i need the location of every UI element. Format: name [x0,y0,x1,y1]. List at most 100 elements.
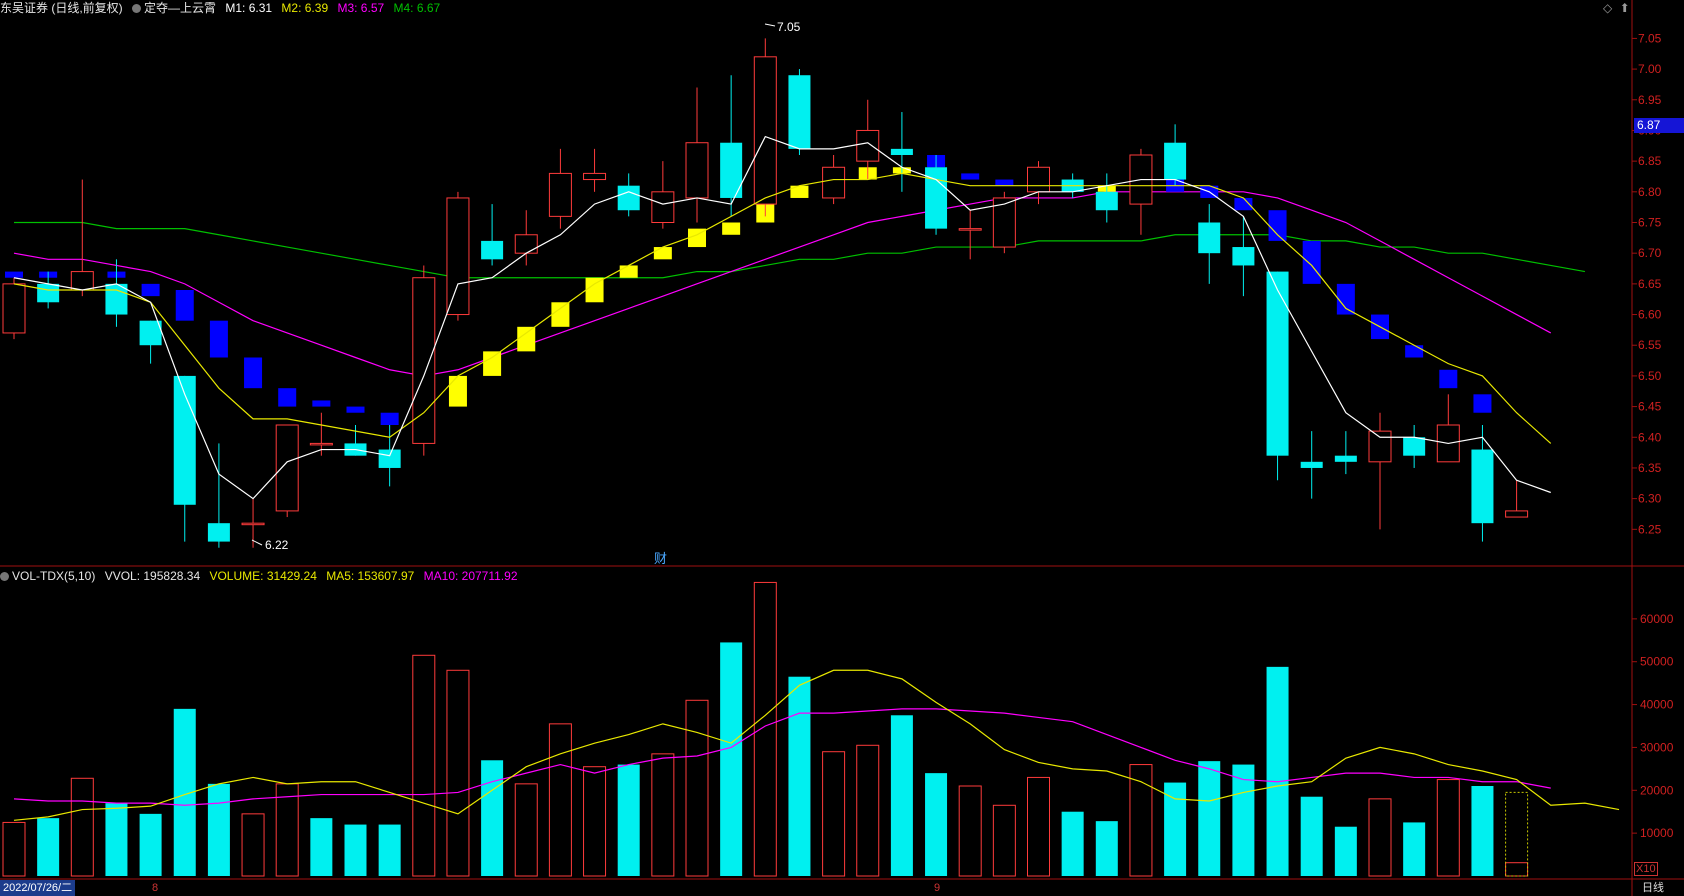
candle-body-down [1266,271,1289,456]
volume-tick-label: 50000 [1640,655,1674,669]
trend-flag [619,265,638,278]
volume-bar-down [481,760,504,876]
candle-body-up [70,271,94,291]
volume-bar-down [1164,782,1187,876]
candle-body-down [925,167,948,229]
candle-body-up [412,277,436,444]
candle-body-down [481,240,504,260]
price-tick-label: 6.85 [1638,154,1662,168]
candle-body-up [514,234,538,254]
volume-bar-down [344,824,367,876]
trend-flag [278,388,297,407]
price-tick-label: 6.25 [1638,522,1662,536]
volume-bar-down [1403,822,1426,876]
volume-bar-down [310,818,333,876]
price-tick-label: 6.35 [1638,461,1662,475]
volume-bar-down [1232,764,1255,876]
trend-flag [380,412,399,425]
volume-bar-down [925,773,948,876]
price-tick-label: 6.75 [1638,216,1662,230]
trend-flag [1473,394,1492,413]
event-marker[interactable]: 财 [654,551,667,566]
m4-line [14,221,1586,279]
candle-body-down [788,75,811,149]
up-arrow-icon[interactable]: ⬆ [1619,1,1630,15]
price-tick-label: 6.65 [1638,277,1662,291]
volume-bar-down [378,824,401,876]
diamond-icon[interactable]: ◇ [1603,1,1613,15]
candle-body-down [207,523,230,542]
volume-bars [2,581,1529,877]
volume-bar-down [105,803,128,876]
volume-bar-down [720,642,743,876]
volume-bar-down [37,818,60,876]
trend-flag [1234,197,1253,211]
candle-body-up [1368,430,1392,463]
volume-indicator-name[interactable]: VOL-TDX(5,10) [0,569,95,583]
m4-value: M4: 6.67 [393,1,441,15]
candle-body-down [378,449,401,468]
ma10-value: MA10: 207711.92 [423,569,518,583]
cursor-date: 2022/07/26/二 [0,880,76,896]
trend-flag [312,400,331,407]
volume-bar-up [753,581,777,877]
candle-body-up [992,197,1016,248]
candle-body-up [958,228,982,231]
trend-flag [1439,369,1458,389]
period-label[interactable]: 日线 [1642,882,1664,894]
price-tick-label: 6.40 [1638,430,1662,444]
volume-axis: 60000 50000 40000 30000 20000 10000 [1632,612,1674,840]
stock-title[interactable]: 东吴证券 (日线,前复权) [0,1,123,15]
trend-flag [244,357,263,389]
volume-bar-down [890,715,913,876]
indicator-name[interactable]: 定夺—上云霄 [132,1,216,15]
volume-bar-up [2,821,26,877]
price-tick-label: 6.55 [1638,338,1662,352]
trend-flag [1336,283,1355,315]
volume-bar-up [822,751,846,877]
price-tick-label: 6.95 [1638,93,1662,107]
price-tick-label: 7.05 [1638,31,1662,45]
price-tick-label: 6.80 [1638,185,1662,199]
volume-tick-label: 10000 [1640,826,1674,840]
volume-bar-up [1505,862,1529,877]
volume-ma-lines [13,669,1620,821]
m1-value: M1: 6.31 [225,1,273,15]
vol-ma10-polyline [13,708,1551,806]
trend-flag [141,283,160,297]
candle-body-down [1403,437,1426,456]
candle-body-up [1027,166,1050,193]
m2-line [13,172,1552,444]
low-leader [251,539,263,546]
trend-flag [585,277,604,303]
volume-bar-up [685,699,709,877]
trend-flag [722,222,741,235]
candle-body-up [651,191,675,223]
current-price-tag: 6.87 [1634,118,1684,133]
candle-body-up [275,424,299,512]
candle-body-up [583,172,607,181]
candle-body-down [1198,222,1221,254]
trend-flag [209,320,228,358]
trend-flag [653,247,672,260]
main-chart-header: 东吴证券 (日线,前复权) 定夺—上云霄 M1: 6.31 M2: 6.39 M… [0,0,446,16]
volume-bar-down [1300,796,1323,876]
candle-body-up [548,172,572,217]
volume-scale-label[interactable]: X10 [1634,862,1658,876]
price-tick-label: 6.30 [1638,492,1662,506]
indicator-dot-icon [0,572,9,581]
volume-tick-label: 20000 [1640,783,1674,797]
price-tick-label: 6.45 [1638,400,1662,414]
volume-bar-down [617,764,640,876]
volume-bar-up [548,723,572,877]
volume-bar-up [958,785,982,877]
volume-bar-up [1368,798,1392,877]
candle-body-down [1164,142,1187,180]
m3-value: M3: 6.57 [337,1,385,15]
volume-bar-up [1129,764,1153,877]
trend-flag [483,351,502,376]
m2-value: M2: 6.39 [281,1,329,15]
price-tick-label: 6.70 [1638,246,1662,260]
high-leader [764,23,776,27]
